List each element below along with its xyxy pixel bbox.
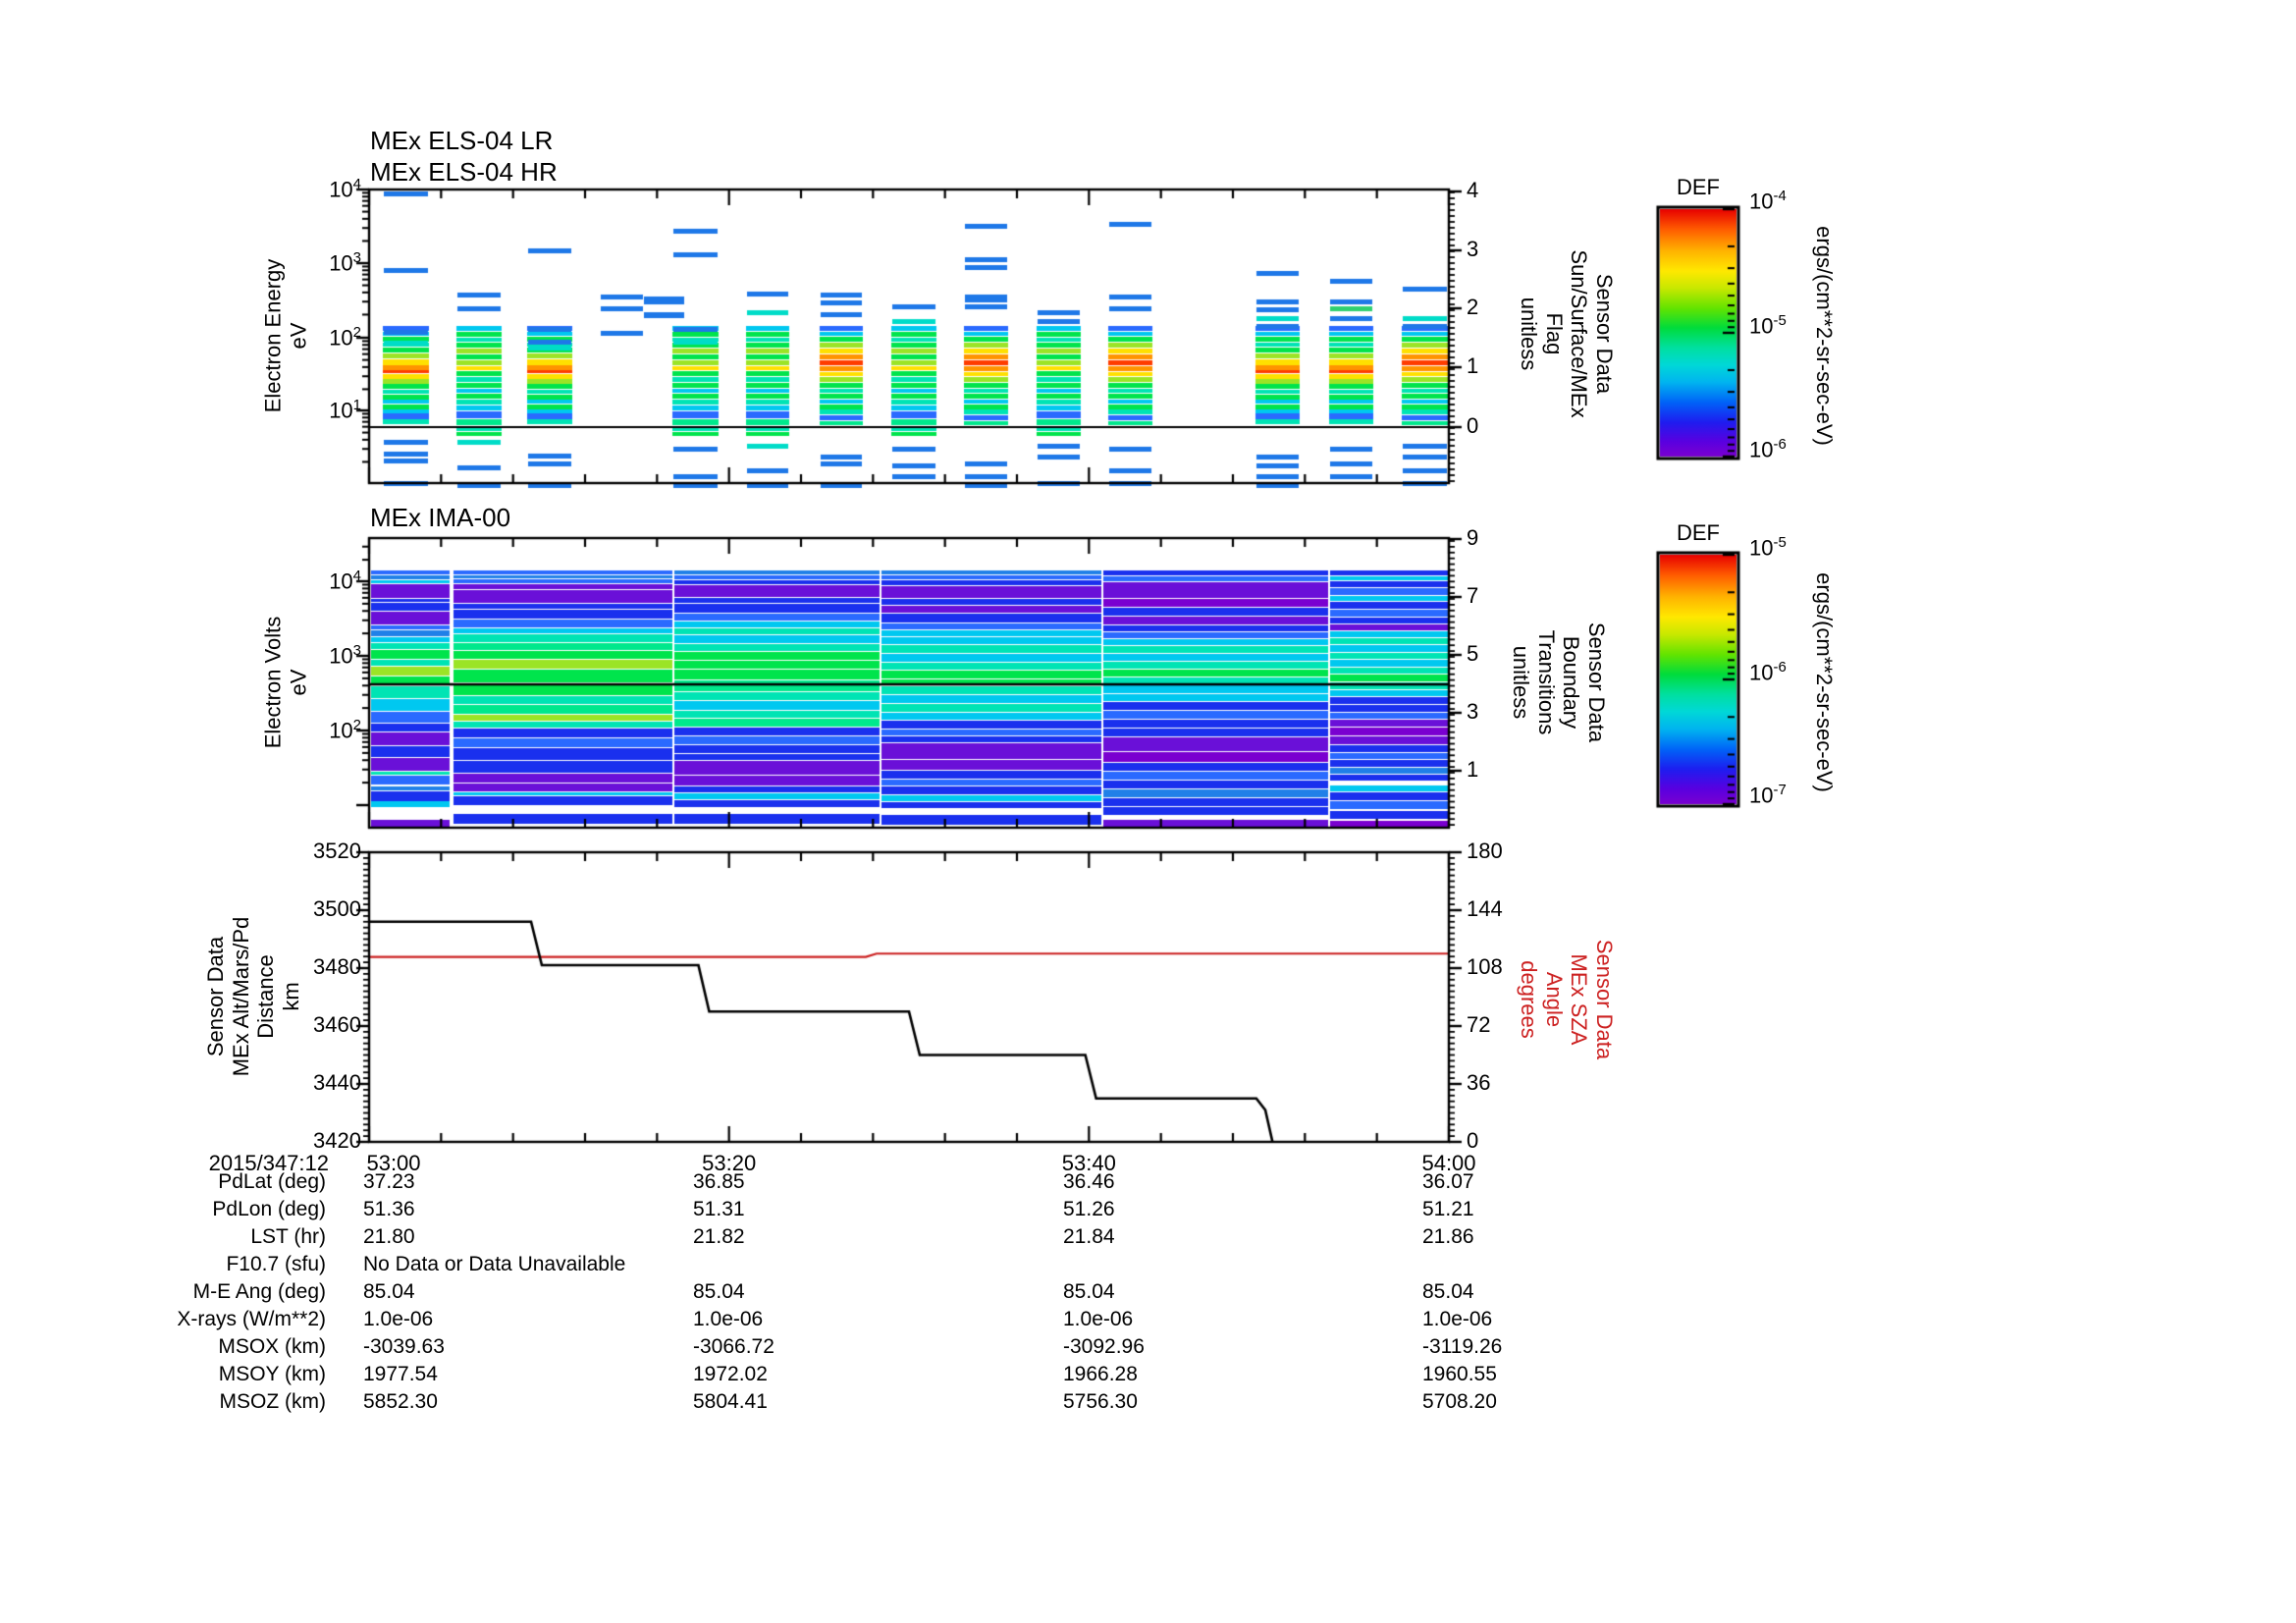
- panel2-right-tick-label: 7: [1467, 583, 1479, 608]
- panel1-right-tick-label: 1: [1467, 353, 1479, 378]
- table-cell-value: -3092.96: [1063, 1335, 1145, 1358]
- table-row-label: MSOX (km): [218, 1335, 326, 1358]
- table-cell-value: 21.86: [1422, 1225, 1474, 1248]
- table-cell-value: -3039.63: [363, 1335, 445, 1358]
- table-cell-value: 21.82: [693, 1225, 745, 1248]
- table-cell-value: 1966.28: [1063, 1363, 1138, 1385]
- table-cell-value: 51.31: [693, 1198, 745, 1220]
- panel3-y-tick-label: 3460: [313, 1012, 361, 1037]
- panel2-right-tick-label: 3: [1467, 699, 1479, 724]
- x-axis-time-tick-label: 54:00: [1421, 1151, 1476, 1175]
- panel2-title: MEx IMA-00: [370, 503, 511, 532]
- panel2-right-axis-label: Sensor Data Boundary Transitions unitles…: [1509, 622, 1610, 743]
- panel1-title-line2: MEx ELS-04 HR: [370, 157, 558, 187]
- table-row-label: X-rays (W/m**2): [177, 1308, 326, 1330]
- panel1-y-tick-label: 103: [329, 249, 361, 276]
- table-cell-value: 1960.55: [1422, 1363, 1497, 1385]
- panel1-right-tick-label: 2: [1467, 295, 1479, 319]
- panel2-right-tick-label: 9: [1467, 525, 1479, 550]
- table-cell-value: 1.0e-06: [693, 1308, 764, 1330]
- panel3-right-tick-label: 72: [1467, 1012, 1491, 1037]
- panel2-right-tick-label: 1: [1467, 757, 1479, 782]
- table-cell-value: 85.04: [363, 1280, 415, 1303]
- panel2-y-tick-label: 104: [329, 568, 361, 594]
- x-axis-time-tick-label: 53:20: [702, 1151, 757, 1175]
- colorbar2-tick-label: 10-5: [1749, 534, 1787, 561]
- x-axis-datestamp: 2015/347:12: [208, 1151, 329, 1175]
- table-cell-value: 5708.20: [1422, 1390, 1497, 1413]
- table-cell-value: 85.04: [693, 1280, 745, 1303]
- panel3-y-tick-label: 3440: [313, 1070, 361, 1095]
- table-row-label: MSOY (km): [218, 1363, 326, 1385]
- table-cell-value: 1977.54: [363, 1363, 438, 1385]
- panel2-right-tick-label: 5: [1467, 641, 1479, 666]
- colorbar1-title: DEF: [1677, 175, 1720, 199]
- panel1-y-tick-label: 101: [329, 397, 361, 423]
- table-cell-value: 1.0e-06: [1063, 1308, 1134, 1330]
- table-row-label: LST (hr): [250, 1225, 326, 1248]
- x-axis-time-tick-label: 53:00: [366, 1151, 421, 1175]
- table-cell-value: 5804.41: [693, 1390, 768, 1413]
- colorbar1-tick-label: 10-4: [1749, 188, 1787, 214]
- panel2-y-tick-label: 102: [329, 717, 361, 743]
- panel3-y-tick-label: 3500: [313, 896, 361, 921]
- table-cell-value: 85.04: [1063, 1280, 1115, 1303]
- colorbar2-unit-label: ergs/(cm**2-sr-sec-eV): [1811, 572, 1837, 792]
- panel2-y-tick-label: 103: [329, 642, 361, 669]
- table-row-label: PdLat (deg): [218, 1170, 326, 1193]
- panel1-right-tick-label: 0: [1467, 413, 1479, 438]
- panel3-right-tick-label: 36: [1467, 1070, 1491, 1095]
- table-cell-value: 1.0e-06: [1422, 1308, 1493, 1330]
- panel3-y-tick-label: 3420: [313, 1128, 361, 1153]
- table-row-label: F10.7 (sfu): [226, 1253, 326, 1275]
- table-cell-value: 51.26: [1063, 1198, 1115, 1220]
- table-cell-value: 36.07: [1422, 1170, 1474, 1193]
- table-cell-value: -3119.26: [1422, 1335, 1503, 1358]
- table-cell-value: 5756.30: [1063, 1390, 1138, 1413]
- panel3-y-tick-label: 3480: [313, 954, 361, 979]
- panel1-right-tick-label: 3: [1467, 237, 1479, 261]
- table-cell-value: 36.46: [1063, 1170, 1115, 1193]
- table-cell-value: 21.84: [1063, 1225, 1115, 1248]
- panel1-right-axis-label: Sensor Data Sun/Surface/MEx Flag unitles…: [1517, 249, 1618, 418]
- panel3-right-tick-label: 0: [1467, 1128, 1479, 1153]
- table-cell-value: 85.04: [1422, 1280, 1474, 1303]
- colorbar2-title: DEF: [1677, 520, 1720, 545]
- table-row-label: PdLon (deg): [212, 1198, 326, 1220]
- colorbar1-unit-label: ergs/(cm**2-sr-sec-eV): [1811, 226, 1837, 446]
- table-cell-value: -3066.72: [693, 1335, 774, 1358]
- x-axis-time-tick-label: 53:40: [1061, 1151, 1116, 1175]
- table-no-data-note: No Data or Data Unavailable: [363, 1253, 626, 1275]
- table-cell-value: 36.85: [693, 1170, 745, 1193]
- panel1-right-tick-label: 4: [1467, 178, 1479, 202]
- table-cell-value: 51.21: [1422, 1198, 1474, 1220]
- table-row-label: MSOZ (km): [219, 1390, 326, 1413]
- panel3-right-axis-label: Sensor Data MEx SZA Angle degrees: [1517, 939, 1618, 1060]
- panel3-y-tick-label: 3520: [313, 839, 361, 863]
- panel3-y-axis-label: Sensor Data MEx Alt/Mars/Pd Distance km: [202, 916, 303, 1077]
- panel1-title-line1: MEx ELS-04 LR: [370, 126, 554, 155]
- colorbar2-tick-label: 10-7: [1749, 782, 1787, 808]
- colorbar1-tick-label: 10-6: [1749, 436, 1787, 462]
- table-cell-value: 5852.30: [363, 1390, 438, 1413]
- panel1-y-tick-label: 104: [329, 176, 361, 202]
- table-cell-value: 1.0e-06: [363, 1308, 434, 1330]
- panel3-right-tick-label: 144: [1467, 896, 1503, 921]
- colorbar2-tick-label: 10-6: [1749, 659, 1787, 685]
- table-cell-value: 1972.02: [693, 1363, 768, 1385]
- panel3-right-tick-label: 108: [1467, 954, 1503, 979]
- table-cell-value: 37.23: [363, 1170, 415, 1193]
- panel3-right-tick-label: 180: [1467, 839, 1503, 863]
- panel1-y-tick-label: 102: [329, 324, 361, 351]
- table-row-label: M-E Ang (deg): [192, 1280, 326, 1303]
- table-cell-value: 51.36: [363, 1198, 415, 1220]
- colorbar1-tick-label: 10-5: [1749, 312, 1787, 339]
- table-cell-value: 21.80: [363, 1225, 415, 1248]
